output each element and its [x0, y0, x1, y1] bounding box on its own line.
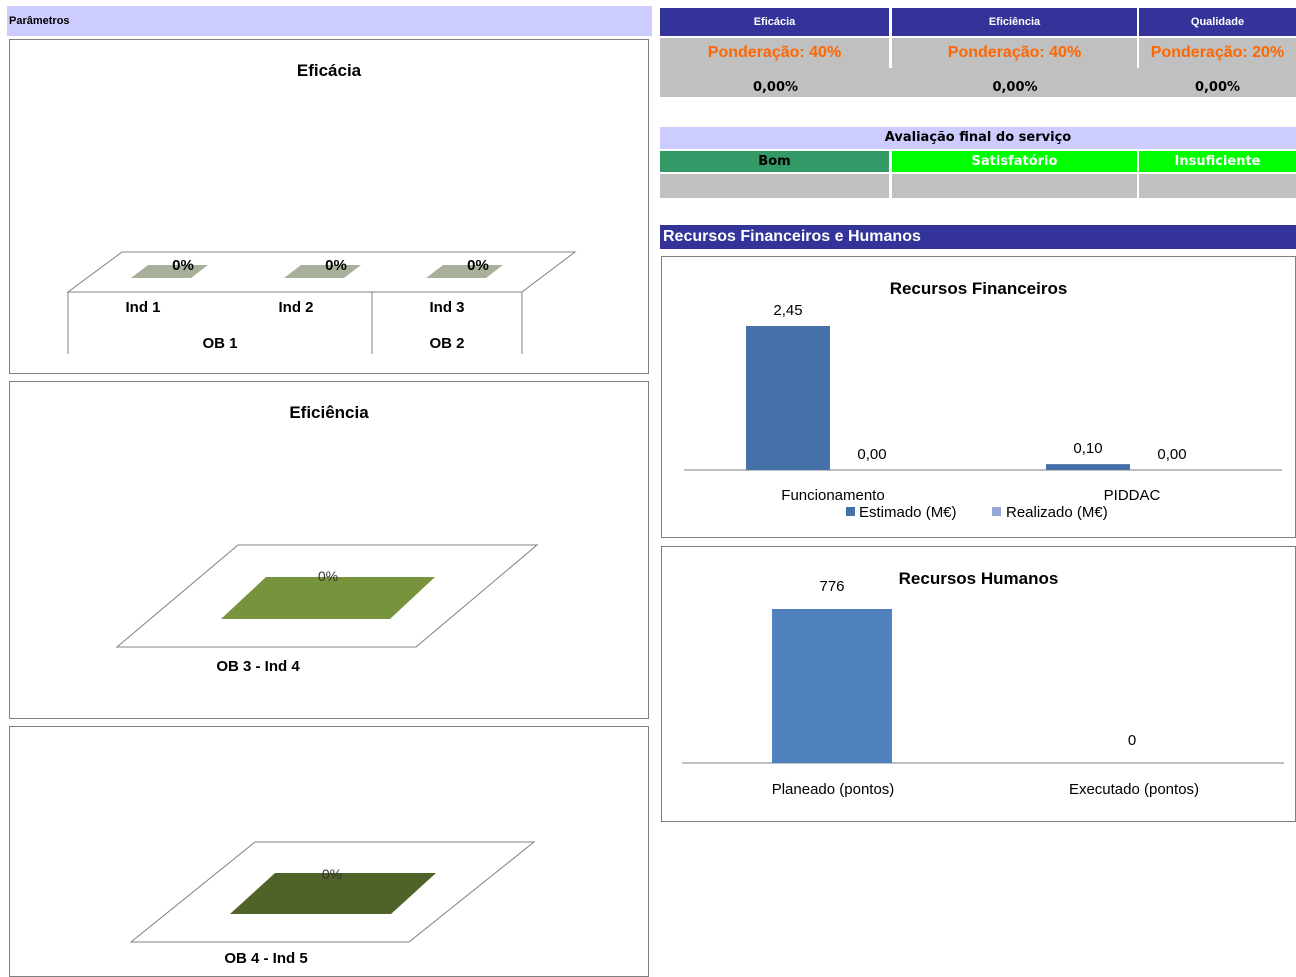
rf-label-estimado-1: 2,45: [773, 302, 802, 319]
rh-cat-planeado: Planeado (pontos): [772, 781, 895, 798]
rf-cat-piddac: PIDDAC: [1104, 487, 1161, 504]
rf-plot: 2,45 0,10 0,00 0,00 Funcionamento PIDDAC Es…: [684, 302, 1282, 521]
rf-title: Recursos Financeiros: [889, 279, 1068, 298]
rh-bar-1: [772, 609, 892, 763]
eficacia-group-ob1: OB 1: [202, 335, 237, 352]
avaliacao-bom: Bom: [660, 151, 889, 172]
chart-recursos-financeiros: Recursos Financeiros 2,45 0,10 0,00 0,00 Fu…: [661, 256, 1296, 538]
rf-cat-funcionamento: Funcionamento: [781, 487, 884, 504]
rh-label-1: 776: [819, 578, 844, 595]
value-eficacia: 0,00%: [660, 68, 891, 97]
chart-recursos-humanos: Recursos Humanos 776 0 Planeado (pontos) …: [661, 546, 1296, 822]
chart-eficacia: Eficácia 0% 0% 0% Ind 1 Ind 2 Ind 3 OB 1 O…: [9, 39, 649, 374]
eficacia-data-label-3: 0%: [467, 257, 489, 274]
eficacia-label-ind3: Ind 3: [429, 299, 464, 316]
value-qualidade: 0,00%: [1139, 68, 1296, 97]
header-eficacia: Eficácia: [660, 8, 889, 36]
rh-label-2: 0: [1128, 732, 1136, 749]
header-qualidade: Qualidade: [1139, 8, 1296, 36]
rf-label-realizado-1: 0,00: [857, 446, 886, 463]
eficacia-bar-2: [284, 265, 361, 278]
eficiencia-bar: [221, 577, 435, 619]
chart-eficacia-title: Eficácia: [296, 61, 362, 80]
ponderacao-eficacia: Ponderação: 40%: [660, 38, 889, 68]
eficiencia-data-label: 0%: [318, 568, 338, 584]
avaliacao-empty-3: [1139, 174, 1296, 198]
eficacia-bar-3: [426, 265, 503, 278]
rf-legend-estimado: Estimado (M€): [859, 504, 957, 521]
rf-bar-estimado-2: [1046, 464, 1130, 470]
rf-bar-estimado-1: [746, 326, 830, 470]
rf-label-realizado-2: 0,00: [1157, 446, 1186, 463]
eficacia-label-ind1: Ind 1: [125, 299, 160, 316]
eficacia-group-ob2: OB 2: [429, 335, 464, 352]
eficacia-data-label-1: 0%: [172, 257, 194, 274]
ponderacao-eficiencia: Ponderação: 40%: [892, 38, 1137, 68]
rh-plot: 776 0 Planeado (pontos) Executado (pontos…: [682, 578, 1284, 798]
value-eficiencia: 0,00%: [891, 68, 1139, 97]
parametros-header: Parâmetros: [7, 6, 652, 36]
rh-title: Recursos Humanos: [898, 569, 1059, 588]
chart-ob4-plot: 0% OB 4 - Ind 5: [129, 841, 536, 967]
parametros-label: Parâmetros: [9, 15, 70, 27]
recursos-header-label: Recursos Financeiros e Humanos: [663, 228, 921, 245]
rf-legend-realizado: Realizado (M€): [1006, 504, 1108, 521]
recursos-header: Recursos Financeiros e Humanos: [660, 225, 1296, 249]
header-eficiencia: Eficiência: [892, 8, 1137, 36]
rh-cat-executado: Executado (pontos): [1069, 781, 1199, 798]
ponderacao-qualidade: Ponderação: 20%: [1139, 38, 1296, 68]
avaliacao-title: Avaliação final do serviço: [660, 127, 1296, 149]
avaliacao-satisfatorio: Satisfatório: [892, 151, 1137, 172]
chart-eficiencia-plot: 0% OB 3 - Ind 4: [115, 544, 539, 675]
eficacia-data-label-2: 0%: [325, 257, 347, 274]
chart-eficiencia: Eficiência 0% OB 3 - Ind 4: [9, 381, 649, 719]
chart-eficiencia-title: Eficiência: [289, 403, 369, 422]
ob4-bar: [230, 873, 436, 914]
ob4-data-label: 0%: [322, 866, 342, 882]
eficacia-label-ind2: Ind 2: [278, 299, 313, 316]
avaliacao-insuficiente: Insuficiente: [1139, 151, 1296, 172]
avaliacao-empty-1: [660, 174, 889, 198]
rf-label-estimado-2: 0,10: [1073, 440, 1102, 457]
eficiencia-category-label: OB 3 - Ind 4: [216, 658, 300, 675]
chart-eficacia-plot: 0% 0% 0% Ind 1 Ind 2 Ind 3 OB 1 OB 2: [66, 251, 577, 354]
rf-legend-estimado-swatch: [846, 507, 855, 516]
avaliacao-empty-2: [892, 174, 1137, 198]
chart-ob4: 0% OB 4 - Ind 5: [9, 726, 649, 977]
rf-legend-realizado-swatch: [992, 507, 1001, 516]
eficacia-bar-1: [131, 265, 208, 278]
ob4-category-label: OB 4 - Ind 5: [224, 950, 307, 967]
